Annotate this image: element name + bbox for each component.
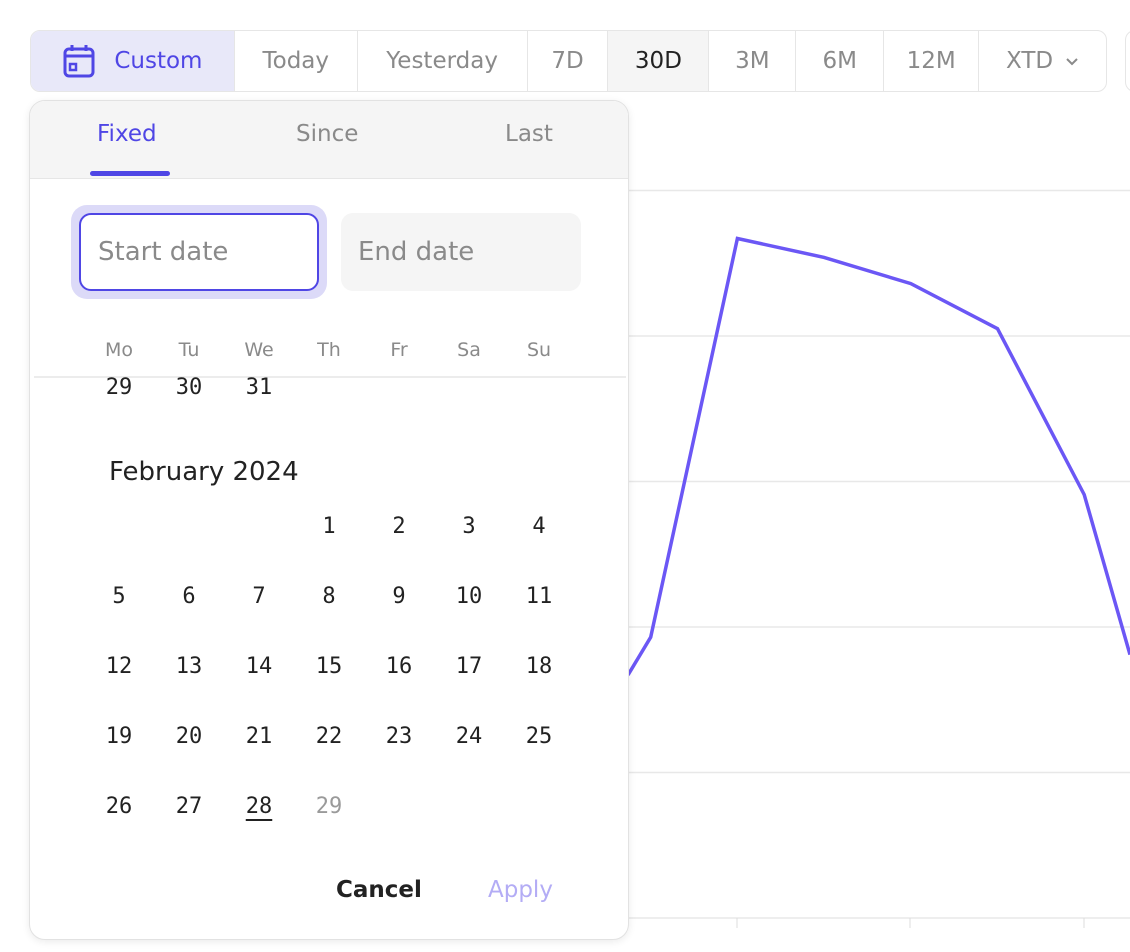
calendar-day[interactable]: 18 [525, 654, 553, 679]
tab-since[interactable]: Since [296, 121, 359, 147]
range-label: XTD [1006, 48, 1054, 74]
range-label: 7D [551, 48, 584, 74]
weekday-label: We [244, 339, 274, 361]
range-label: 30D [634, 48, 682, 74]
prev-month-day[interactable]: 29 [105, 375, 133, 400]
weekday-label: Fr [390, 339, 408, 361]
calendar-day[interactable]: 3 [462, 514, 476, 539]
range-label: 3M [735, 48, 770, 74]
calendar-day[interactable]: 27 [175, 794, 203, 819]
calendar-day[interactable]: 8 [322, 584, 336, 609]
calendar-day[interactable]: 23 [385, 724, 413, 749]
range-12m-button[interactable]: 12M [884, 31, 980, 91]
chevron-down-icon [1066, 58, 1078, 66]
weekday-divider [34, 376, 626, 378]
calendar-day[interactable]: 25 [525, 724, 553, 749]
calendar-day[interactable]: 12 [105, 654, 133, 679]
range-label: 6M [822, 48, 857, 74]
calendar-day[interactable]: 26 [105, 794, 133, 819]
range-label: 12M [906, 48, 956, 74]
range-yesterday-button[interactable]: Yesterday [358, 31, 528, 91]
range-label: Yesterday [386, 48, 498, 74]
calendar-day[interactable]: 20 [175, 724, 203, 749]
range-label: Today [262, 48, 330, 74]
month-title: February 2024 [109, 457, 299, 487]
calendar-icon [63, 45, 95, 78]
apply-button[interactable]: Apply [488, 877, 553, 903]
range-6m-button[interactable]: 6M [796, 31, 885, 91]
calendar-day[interactable]: 4 [532, 514, 546, 539]
calendar-day[interactable]: 5 [112, 584, 126, 609]
calendar-day[interactable]: 14 [245, 654, 273, 679]
picker-tabs: Fixed Since Last [30, 101, 628, 179]
calendar-day[interactable]: 9 [392, 584, 406, 609]
weekday-label: Th [317, 339, 341, 361]
date-picker-popup: Fixed Since Last Start date End date Mo T… [29, 100, 629, 940]
date-range-toolbar: Custom Today Yesterday 7D 30D 3M 6M 12M XTD [30, 30, 1107, 92]
calendar-day[interactable]: 11 [525, 584, 553, 609]
calendar-day[interactable]: 10 [455, 584, 483, 609]
calendar-day[interactable]: 21 [245, 724, 273, 749]
range-7d-button[interactable]: 7D [528, 31, 609, 91]
active-tab-indicator [90, 171, 170, 176]
calendar-day[interactable]: 29 [315, 794, 343, 819]
range-xtd-button[interactable]: XTD [979, 31, 1106, 91]
tab-last[interactable]: Last [505, 121, 553, 147]
range-3m-button[interactable]: 3M [709, 31, 797, 91]
calendar-day[interactable]: 19 [105, 724, 133, 749]
weekday-label: Sa [457, 339, 481, 361]
calendar-day[interactable]: 28 [245, 794, 273, 819]
toolbar-extra-control[interactable] [1125, 30, 1130, 92]
cancel-button[interactable]: Cancel [336, 877, 422, 903]
calendar-day[interactable]: 24 [455, 724, 483, 749]
prev-month-day[interactable]: 30 [175, 375, 203, 400]
calendar-day[interactable]: 22 [315, 724, 343, 749]
range-30d-button[interactable]: 30D [608, 31, 710, 91]
range-custom-button[interactable]: Custom [31, 31, 235, 91]
end-date-input[interactable]: End date [341, 213, 581, 291]
calendar-day[interactable]: 13 [175, 654, 203, 679]
calendar-day[interactable]: 7 [252, 584, 266, 609]
calendar-day[interactable]: 2 [392, 514, 406, 539]
calendar-day[interactable]: 17 [455, 654, 483, 679]
series-line [626, 236, 1130, 676]
weekday-label: Su [526, 339, 552, 361]
prev-month-day[interactable]: 31 [245, 375, 273, 400]
start-date-input[interactable]: Start date [79, 213, 319, 291]
weekday-label: Mo [104, 339, 134, 361]
range-today-button[interactable]: Today [235, 31, 358, 91]
calendar-day[interactable]: 15 [315, 654, 343, 679]
tab-fixed[interactable]: Fixed [97, 121, 157, 147]
calendar-day[interactable]: 16 [385, 654, 413, 679]
weekday-label: Tu [178, 339, 200, 361]
calendar-day[interactable]: 1 [322, 514, 336, 539]
calendar-day[interactable]: 6 [182, 584, 196, 609]
range-label: Custom [114, 48, 203, 74]
